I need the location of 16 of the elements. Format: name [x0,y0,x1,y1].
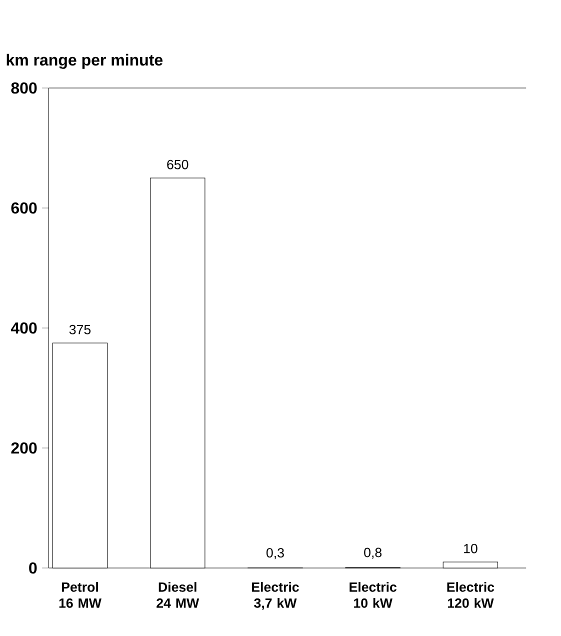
data-label: 375 [69,324,91,334]
x-tick-label: Electric 3,7 kW [252,582,299,610]
y-tick-label: 200 [11,442,37,454]
y-tick-label: 0 [29,562,37,574]
x-tick-label: Electric 10 kW [350,582,397,608]
y-tick-label: 600 [11,202,37,214]
y-tick-label: 400 [10,322,37,334]
x-tick-label: Petrol 16 MW [59,582,102,608]
x-tick-label: Electric 120 kW [447,582,494,608]
data-label: 10 [464,544,478,554]
data-label: 0,8 [364,548,382,559]
y-tick-label: 800 [11,82,37,94]
chart-title: km range per minute [6,54,163,69]
data-label: 0,3 [266,548,284,560]
data-label: 650 [167,160,188,170]
x-tick-label: Diesel 24 MW [156,582,200,608]
